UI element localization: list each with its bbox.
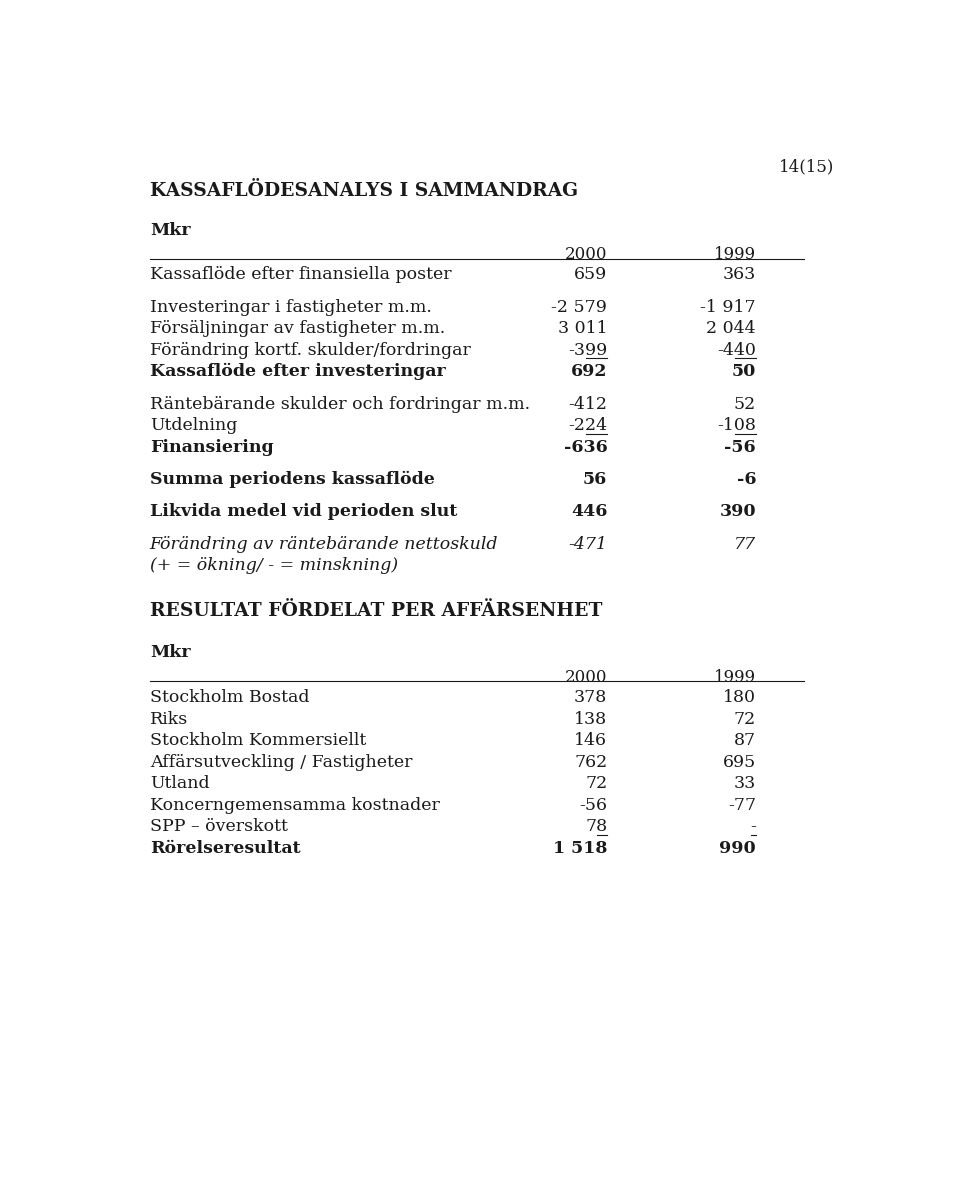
Text: 72: 72 xyxy=(733,711,756,727)
Text: 2000: 2000 xyxy=(564,246,608,263)
Text: Stockholm Bostad: Stockholm Bostad xyxy=(150,689,309,706)
Text: Kassaflöde efter finansiella poster: Kassaflöde efter finansiella poster xyxy=(150,266,451,283)
Text: SPP – överskott: SPP – överskott xyxy=(150,818,288,835)
Text: RESULTAT FÖRDELAT PER AFFÄRSENHET: RESULTAT FÖRDELAT PER AFFÄRSENHET xyxy=(150,602,602,620)
Text: Rörelseresultat: Rörelseresultat xyxy=(150,839,300,857)
Text: 146: 146 xyxy=(574,732,608,749)
Text: Investeringar i fastigheter m.m.: Investeringar i fastigheter m.m. xyxy=(150,298,432,316)
Text: 990: 990 xyxy=(719,839,756,857)
Text: Förändring kortf. skulder/fordringar: Förändring kortf. skulder/fordringar xyxy=(150,342,470,358)
Text: Mkr: Mkr xyxy=(150,644,190,661)
Text: -56: -56 xyxy=(725,439,756,456)
Text: Finansiering: Finansiering xyxy=(150,439,274,456)
Text: Räntebärande skulder och fordringar m.m.: Räntebärande skulder och fordringar m.m. xyxy=(150,396,530,413)
Text: 363: 363 xyxy=(723,266,756,283)
Text: 78: 78 xyxy=(586,818,608,835)
Text: 659: 659 xyxy=(574,266,608,283)
Text: -108: -108 xyxy=(717,417,756,434)
Text: 50: 50 xyxy=(732,363,756,381)
Text: 87: 87 xyxy=(734,732,756,749)
Text: Kassaflöde efter investeringar: Kassaflöde efter investeringar xyxy=(150,363,445,381)
Text: -1 917: -1 917 xyxy=(701,298,756,316)
Text: -636: -636 xyxy=(564,439,608,456)
Text: Summa periodens kassaflöde: Summa periodens kassaflöde xyxy=(150,472,435,488)
Text: 2 044: 2 044 xyxy=(707,321,756,337)
Text: -2 579: -2 579 xyxy=(551,298,608,316)
Text: 56: 56 xyxy=(583,472,608,488)
Text: -77: -77 xyxy=(728,797,756,814)
Text: 1999: 1999 xyxy=(714,668,756,686)
Text: Försäljningar av fastigheter m.m.: Försäljningar av fastigheter m.m. xyxy=(150,321,445,337)
Text: 33: 33 xyxy=(733,775,756,792)
Text: Stockholm Kommersiellt: Stockholm Kommersiellt xyxy=(150,732,366,749)
Text: 1999: 1999 xyxy=(714,246,756,263)
Text: -440: -440 xyxy=(717,342,756,358)
Text: -: - xyxy=(751,818,756,835)
Text: KASSAFLÖDESANALYS I SAMMANDRAG: KASSAFLÖDESANALYS I SAMMANDRAG xyxy=(150,182,578,199)
Text: 14(15): 14(15) xyxy=(780,158,834,176)
Text: 3 011: 3 011 xyxy=(558,321,608,337)
Text: (+ = ökning/ - = minskning): (+ = ökning/ - = minskning) xyxy=(150,558,397,574)
Text: 762: 762 xyxy=(574,753,608,771)
Text: Riks: Riks xyxy=(150,711,188,727)
Text: Affärsutveckling / Fastigheter: Affärsutveckling / Fastigheter xyxy=(150,753,412,771)
Text: 692: 692 xyxy=(571,363,608,381)
Text: -6: -6 xyxy=(736,472,756,488)
Text: 180: 180 xyxy=(723,689,756,706)
Text: 1 518: 1 518 xyxy=(553,839,608,857)
Text: Utdelning: Utdelning xyxy=(150,417,237,434)
Text: 378: 378 xyxy=(574,689,608,706)
Text: -224: -224 xyxy=(568,417,608,434)
Text: 446: 446 xyxy=(571,503,608,520)
Text: Förändring av räntebärande nettoskuld: Förändring av räntebärande nettoskuld xyxy=(150,535,498,553)
Text: 72: 72 xyxy=(585,775,608,792)
Text: 2000: 2000 xyxy=(564,668,608,686)
Text: -471: -471 xyxy=(568,535,608,553)
Text: -56: -56 xyxy=(579,797,608,814)
Text: 77: 77 xyxy=(734,535,756,553)
Text: 695: 695 xyxy=(723,753,756,771)
Text: -412: -412 xyxy=(568,396,608,413)
Text: Likvida medel vid perioden slut: Likvida medel vid perioden slut xyxy=(150,503,457,520)
Text: Utland: Utland xyxy=(150,775,209,792)
Text: 390: 390 xyxy=(719,503,756,520)
Text: -399: -399 xyxy=(568,342,608,358)
Text: Koncerngemensamma kostnader: Koncerngemensamma kostnader xyxy=(150,797,440,814)
Text: 138: 138 xyxy=(574,711,608,727)
Text: Mkr: Mkr xyxy=(150,222,190,238)
Text: 52: 52 xyxy=(733,396,756,413)
